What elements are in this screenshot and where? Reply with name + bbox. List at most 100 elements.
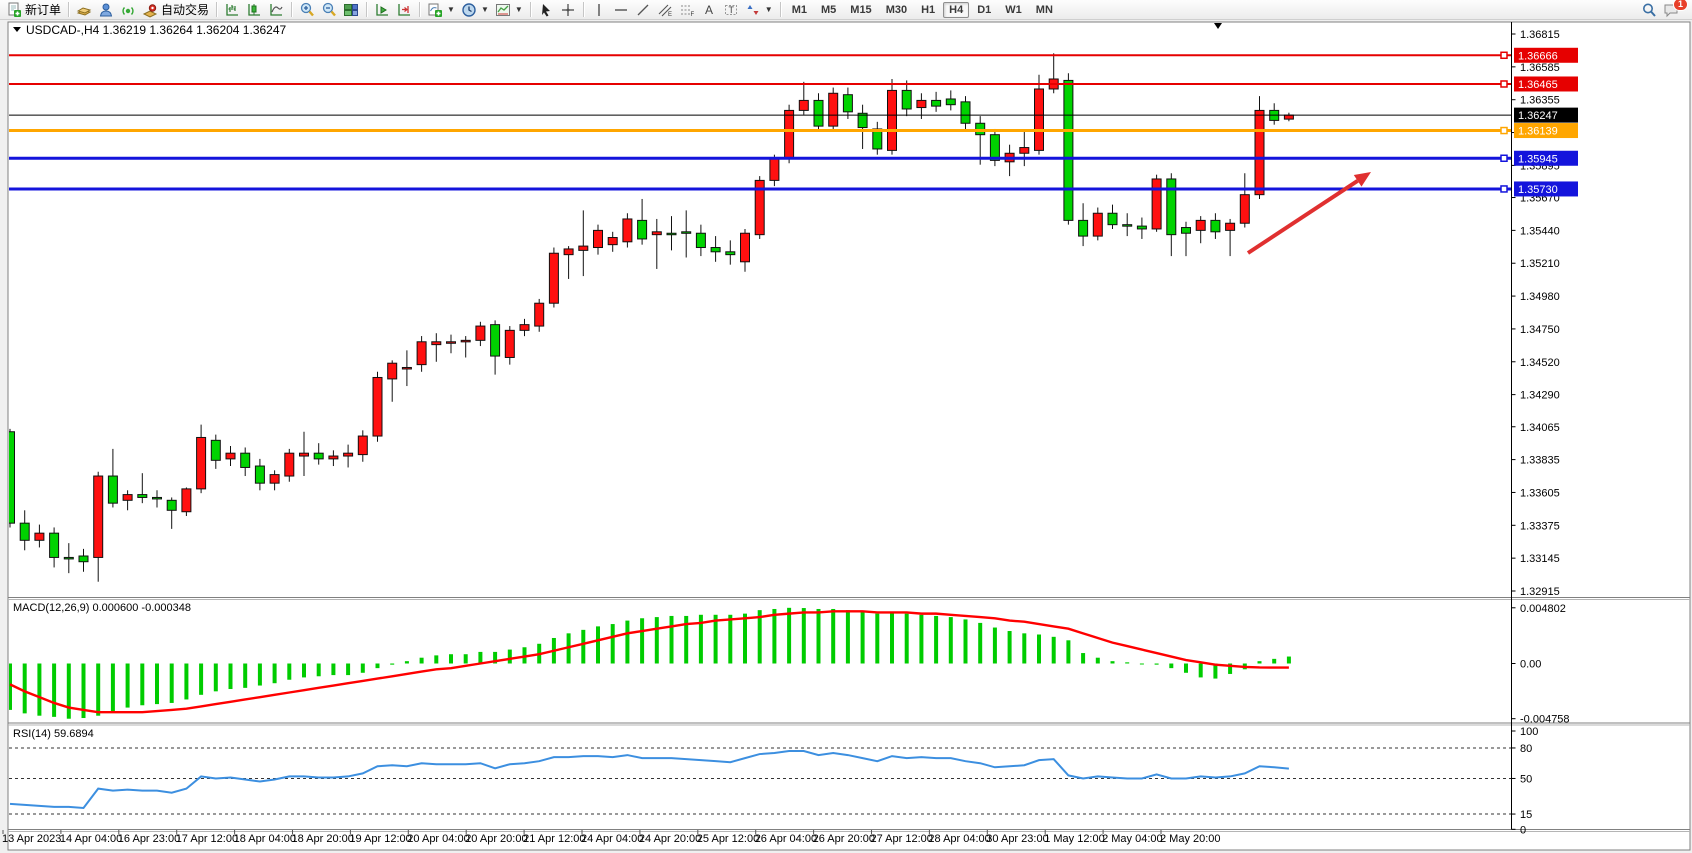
cursor-button[interactable] <box>535 0 557 20</box>
tile-windows-button[interactable] <box>340 0 362 20</box>
macd-signal-line <box>9 610 1289 714</box>
timeframe-w1-button[interactable]: W1 <box>1005 3 1022 16</box>
new-order-icon <box>6 2 22 18</box>
svg-text:26 Apr 04:00: 26 Apr 04:00 <box>755 833 817 845</box>
search-icon[interactable] <box>1638 0 1660 20</box>
chart-canvas[interactable]: 1.368151.365851.363551.361251.358951.356… <box>0 20 1692 853</box>
macd-pane[interactable] <box>8 607 1291 719</box>
price-axis[interactable]: 1.368151.365851.363551.361251.358951.356… <box>1511 22 1579 836</box>
symbol-dropdown-icon[interactable] <box>13 27 21 32</box>
svg-text:21 Apr 12:00: 21 Apr 12:00 <box>523 833 585 845</box>
vline-button[interactable] <box>588 0 610 20</box>
cursor-icon <box>538 2 554 18</box>
svg-text:16 Apr 23:00: 16 Apr 23:00 <box>118 833 180 845</box>
templates-button[interactable]: ▼ <box>492 0 526 20</box>
trend-arrow[interactable] <box>1246 172 1371 255</box>
chat-button[interactable]: 1 <box>1660 0 1688 20</box>
line-chart-icon <box>268 2 284 18</box>
crosshair-icon <box>560 2 576 18</box>
toolbar-separator <box>419 2 421 17</box>
price-level-badge: 1.35945 <box>1514 150 1578 166</box>
svg-text:100: 100 <box>1520 726 1538 738</box>
price-pane[interactable] <box>6 53 1294 582</box>
macd-label: MACD(12,26,9) 0.000600 -0.000348 <box>13 602 191 614</box>
timeframe-h4-button[interactable]: H4 <box>943 1 970 18</box>
fibonacci-button[interactable]: F <box>676 0 698 20</box>
templates-dropdown-icon[interactable]: ▼ <box>514 5 523 14</box>
svg-text:24 Apr 20:00: 24 Apr 20:00 <box>639 833 701 845</box>
chart-shift-button[interactable] <box>393 0 415 20</box>
svg-text:F: F <box>690 12 694 18</box>
svg-text:1.36139: 1.36139 <box>1518 126 1558 138</box>
toolbar-separator <box>779 2 781 17</box>
price-level-badge: 1.36139 <box>1514 123 1578 139</box>
autotrade-button[interactable]: 自动交易 <box>139 0 212 20</box>
svg-text:1.34290: 1.34290 <box>1520 390 1560 402</box>
svg-text:25 Apr 12:00: 25 Apr 12:00 <box>697 833 759 845</box>
crosshair-button[interactable] <box>557 0 579 20</box>
candle-chart-button[interactable] <box>243 0 265 20</box>
arrows-dropdown-icon[interactable]: ▼ <box>764 5 773 14</box>
autotrade-icon <box>142 2 158 18</box>
toolbar-separator <box>216 2 218 17</box>
candle-chart-icon <box>246 2 262 18</box>
toolbar-separator <box>582 2 584 17</box>
auto-scroll-icon <box>374 2 390 18</box>
auto-scroll-button[interactable] <box>371 0 393 20</box>
new-order-button[interactable]: 新订单 <box>3 0 64 20</box>
periods-button[interactable]: ▼ <box>458 0 492 20</box>
fibonacci-icon: F <box>679 2 695 18</box>
zoom-in-icon <box>299 2 315 18</box>
svg-text:17 Apr 12:00: 17 Apr 12:00 <box>176 833 238 845</box>
toolbar-separator <box>291 2 293 17</box>
autotrade-label: 自动交易 <box>161 3 210 17</box>
label-button[interactable]: T <box>720 0 742 20</box>
timeframe-m15-button[interactable]: M15 <box>850 3 872 16</box>
svg-text:1.34980: 1.34980 <box>1520 291 1560 303</box>
templates-icon <box>495 2 511 18</box>
notification-badge: 1 <box>1672 0 1688 11</box>
timeframe-m30-button[interactable]: M30 <box>885 3 908 16</box>
channel-button[interactable]: E <box>654 0 676 20</box>
zoom-in-button[interactable] <box>296 0 318 20</box>
community-button[interactable] <box>95 0 117 20</box>
new-order-label: 新订单 <box>25 3 62 17</box>
hline-button[interactable] <box>610 0 632 20</box>
timeframe-d1-button[interactable]: D1 <box>977 3 992 16</box>
level-lines[interactable] <box>9 51 1512 193</box>
periods-icon <box>461 2 477 18</box>
svg-text:20 Apr 20:00: 20 Apr 20:00 <box>465 833 527 845</box>
svg-text:0: 0 <box>1520 824 1526 836</box>
svg-text:1.34065: 1.34065 <box>1520 422 1560 434</box>
svg-text:1.33145: 1.33145 <box>1520 553 1560 565</box>
svg-text:1.36585: 1.36585 <box>1520 62 1560 74</box>
bar-chart-button[interactable] <box>221 0 243 20</box>
community-icon <box>98 2 114 18</box>
trendline-button[interactable] <box>632 0 654 20</box>
svg-text:0.004802: 0.004802 <box>1520 603 1566 615</box>
rsi-pane[interactable] <box>9 747 1512 815</box>
zoom-out-button[interactable] <box>318 0 340 20</box>
text-button[interactable]: A <box>698 0 720 20</box>
arrows-button[interactable]: ▼ <box>742 0 776 20</box>
news-button[interactable] <box>117 0 139 20</box>
timeframe-m5-button[interactable]: M5 <box>821 3 837 16</box>
price-level-badge: 1.35730 <box>1514 181 1578 197</box>
line-chart-button[interactable] <box>265 0 287 20</box>
svg-text:1.32915: 1.32915 <box>1520 586 1560 598</box>
indicators-button[interactable]: ▼ <box>424 0 458 20</box>
indicators-dropdown-icon[interactable]: ▼ <box>447 5 455 14</box>
text-icon: A <box>701 2 717 18</box>
timeframe-m1-button[interactable]: M1 <box>791 3 807 16</box>
chart-root: 1.368151.365851.363551.361251.358951.356… <box>0 20 1692 853</box>
indicators-icon <box>427 2 443 18</box>
timeframe-h1-button[interactable]: H1 <box>921 3 936 16</box>
gold-book-button[interactable] <box>73 0 95 20</box>
svg-text:15: 15 <box>1520 809 1532 821</box>
timeframe-mn-button[interactable]: MN <box>1035 3 1053 16</box>
svg-text:1.35730: 1.35730 <box>1518 184 1558 196</box>
chart-shift-marker[interactable] <box>1214 23 1222 29</box>
periods-dropdown-icon[interactable]: ▼ <box>480 5 489 14</box>
toolbar-separator <box>529 2 531 17</box>
